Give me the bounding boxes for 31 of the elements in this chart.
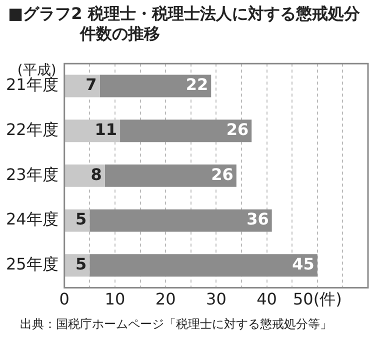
x-tick-label: 30	[206, 290, 226, 309]
x-tick-label: 0	[59, 290, 70, 309]
data-label: 11	[94, 120, 118, 140]
bar	[64, 120, 120, 142]
y-tick-label: 25年度	[6, 254, 58, 274]
data-label: 7	[86, 75, 97, 94]
data-label: 5	[76, 210, 87, 229]
x-tick-label: 40	[256, 290, 277, 309]
bar	[64, 74, 100, 98]
bar	[90, 254, 318, 277]
data-label: 5	[76, 254, 87, 274]
x-tick-label: 50(件)	[292, 290, 342, 309]
y-tick-label: 23年度	[6, 164, 58, 184]
data-label: 26	[211, 164, 234, 184]
y-tick-label: 24年度	[6, 210, 58, 229]
x-tick-label: 10	[104, 290, 126, 309]
data-label: 36	[246, 210, 269, 229]
data-label: 8	[90, 164, 102, 184]
y-tick-label: 22年度	[6, 120, 58, 140]
bar	[104, 164, 236, 187]
bar	[120, 120, 252, 142]
bar	[90, 209, 272, 232]
bar	[100, 74, 212, 98]
chart-title: ■グラフ2 税理士・税理士法人に対する懲戒処分件数の推移	[8, 4, 361, 44]
source-note: 出典：国税庁ホームページ「税理士に対する懲戒処分等」	[20, 316, 332, 333]
data-label: 45	[292, 254, 314, 274]
data-label: 26	[226, 120, 249, 140]
y-tick-label: 21年度	[6, 75, 58, 94]
bar	[64, 164, 105, 187]
data-label: 22	[186, 75, 208, 94]
x-tick-label: 20	[155, 290, 176, 309]
